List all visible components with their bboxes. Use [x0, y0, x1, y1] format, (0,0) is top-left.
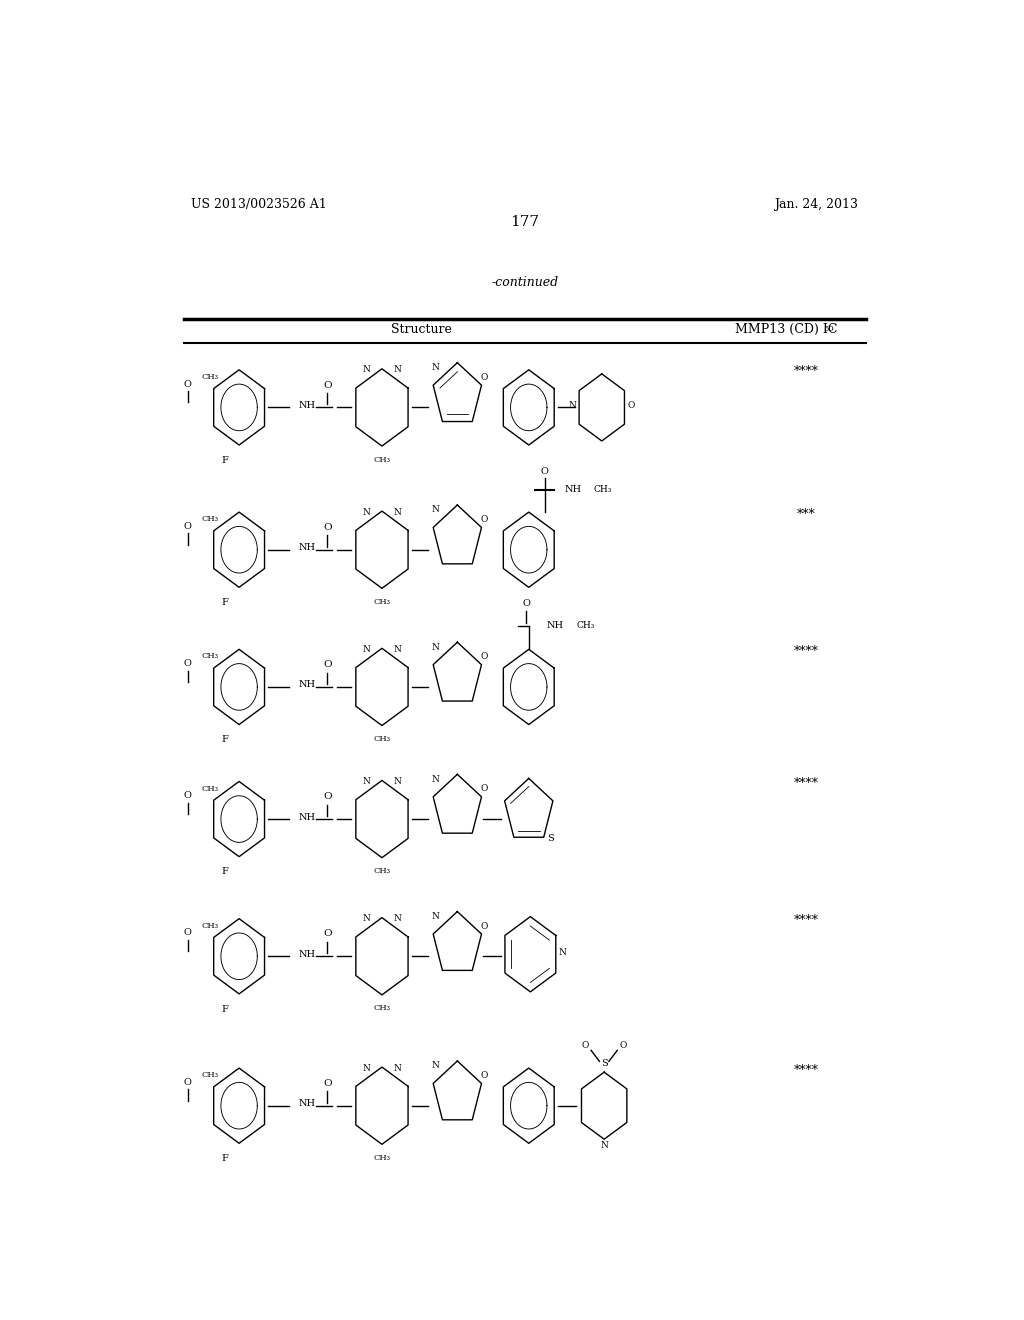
Text: N: N	[432, 1061, 439, 1071]
Text: O: O	[480, 515, 487, 524]
Text: N: N	[362, 777, 371, 787]
Text: S: S	[547, 834, 554, 843]
Text: ***: ***	[797, 508, 816, 520]
Text: CH₃: CH₃	[201, 921, 218, 929]
Text: CH₃: CH₃	[201, 784, 218, 792]
Text: F: F	[221, 1154, 228, 1163]
Text: O: O	[480, 372, 487, 381]
Text: CH₃: CH₃	[374, 1005, 390, 1012]
Text: N: N	[393, 915, 401, 923]
Text: N: N	[432, 506, 439, 515]
Text: O: O	[628, 401, 635, 411]
Text: N: N	[568, 401, 577, 411]
Text: ****: ****	[794, 915, 819, 927]
Text: N: N	[393, 508, 401, 516]
Text: O: O	[480, 784, 487, 793]
Text: N: N	[393, 777, 401, 787]
Text: F: F	[221, 867, 228, 876]
Text: ****: ****	[794, 1064, 819, 1077]
Text: N: N	[432, 643, 439, 652]
Text: 50: 50	[823, 325, 834, 333]
Text: N: N	[432, 912, 439, 921]
Text: Jan. 24, 2013: Jan. 24, 2013	[774, 198, 858, 211]
Text: O: O	[183, 928, 191, 937]
Text: CH₃: CH₃	[374, 735, 390, 743]
Text: US 2013/0023526 A1: US 2013/0023526 A1	[191, 198, 328, 211]
Text: O: O	[183, 659, 191, 668]
Text: CH₃: CH₃	[577, 622, 595, 631]
Text: ****: ****	[794, 366, 819, 379]
Text: CH₃: CH₃	[201, 515, 218, 523]
Text: 177: 177	[510, 215, 540, 230]
Text: NH: NH	[299, 680, 315, 689]
Text: F: F	[221, 735, 228, 744]
Text: O: O	[183, 380, 191, 388]
Text: ****: ****	[794, 645, 819, 657]
Text: N: N	[600, 1142, 608, 1151]
Text: CH₃: CH₃	[201, 1072, 218, 1080]
Text: ****: ****	[794, 777, 819, 789]
Text: O: O	[323, 792, 332, 801]
Text: N: N	[362, 508, 371, 516]
Text: O: O	[323, 380, 332, 389]
Text: O: O	[480, 652, 487, 661]
Text: O: O	[541, 467, 549, 477]
Text: O: O	[323, 929, 332, 939]
Text: O: O	[480, 1071, 487, 1080]
Text: N: N	[393, 1064, 401, 1073]
Text: F: F	[221, 455, 228, 465]
Text: S: S	[601, 1059, 607, 1068]
Text: O: O	[480, 921, 487, 931]
Text: NH: NH	[299, 813, 315, 821]
Text: N: N	[362, 915, 371, 923]
Text: O: O	[183, 1078, 191, 1086]
Text: N: N	[432, 775, 439, 784]
Text: O: O	[323, 1078, 332, 1088]
Text: N: N	[393, 645, 401, 653]
Text: N: N	[362, 1064, 371, 1073]
Text: O: O	[582, 1040, 589, 1049]
Text: CH₃: CH₃	[374, 598, 390, 606]
Text: N: N	[432, 363, 439, 372]
Text: Structure: Structure	[391, 322, 452, 335]
Text: N: N	[362, 645, 371, 653]
Text: CH₃: CH₃	[201, 374, 218, 381]
Text: NH: NH	[299, 1100, 315, 1109]
Text: NH: NH	[299, 401, 315, 411]
Text: F: F	[221, 1005, 228, 1014]
Text: CH₃: CH₃	[374, 455, 390, 463]
Text: O: O	[183, 791, 191, 800]
Text: CH₃: CH₃	[374, 1154, 390, 1162]
Text: NH: NH	[564, 486, 582, 494]
Text: N: N	[393, 366, 401, 375]
Text: NH: NH	[546, 622, 563, 631]
Text: F: F	[221, 598, 228, 607]
Text: -continued: -continued	[492, 276, 558, 289]
Text: O: O	[620, 1040, 627, 1049]
Text: NH: NH	[299, 544, 315, 552]
Text: N: N	[362, 366, 371, 375]
Text: NH: NH	[299, 950, 315, 958]
Text: MMP13 (CD) IC: MMP13 (CD) IC	[735, 322, 838, 335]
Text: N: N	[558, 948, 566, 957]
Text: O: O	[323, 660, 332, 669]
Text: CH₃: CH₃	[594, 486, 612, 494]
Text: CH₃: CH₃	[201, 652, 218, 660]
Text: O: O	[522, 599, 530, 609]
Text: CH₃: CH₃	[374, 867, 390, 875]
Text: O: O	[323, 523, 332, 532]
Text: O: O	[183, 521, 191, 531]
